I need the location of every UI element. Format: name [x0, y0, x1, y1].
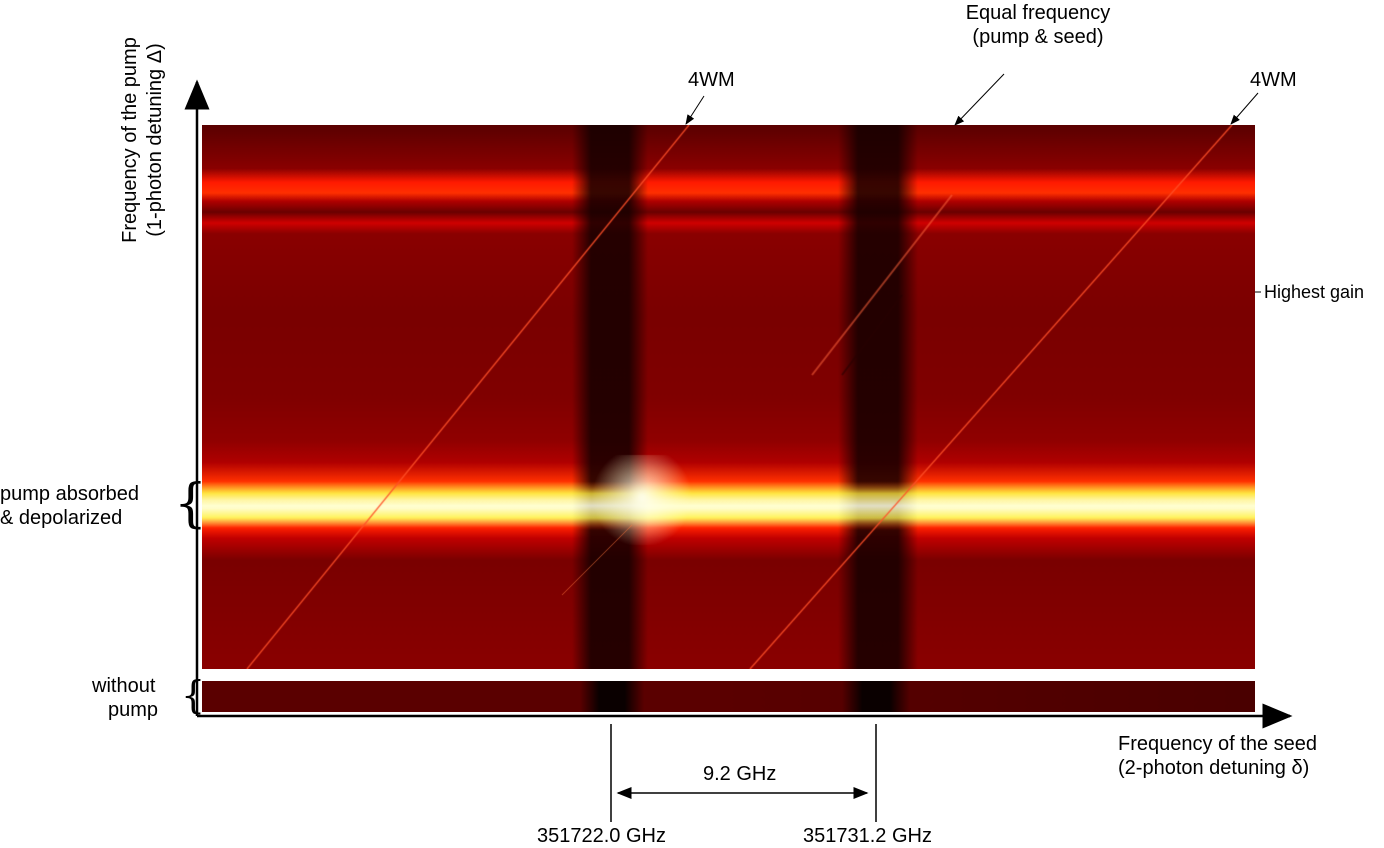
- x-axis-label-line2: (2-photon detuning δ): [1118, 757, 1310, 779]
- separation-label: 9.2 GHz: [703, 763, 777, 785]
- fwm-left-label: 4WM: [688, 69, 735, 91]
- equal-frequency-line2: (pump & seed): [972, 26, 1104, 48]
- fwm-right-pointer: [1230, 92, 1259, 125]
- freq-left-label: 351722.0 GHz: [537, 825, 666, 847]
- x-axis-label-line1: Frequency of the seed: [1118, 733, 1318, 755]
- x-axis-label: Frequency of the seed (2-photon detuning…: [1118, 732, 1317, 780]
- freq-right-label: 351731.2 GHz: [803, 825, 932, 847]
- fwm-left-pointer: [685, 95, 705, 125]
- y-axis-label-line1: Frequency of the pump: [119, 37, 141, 243]
- without-pump-strip: [202, 681, 1255, 712]
- gain-map: [202, 125, 1255, 669]
- pump-absorbed-line2: & depolarized: [0, 507, 123, 529]
- equal-frequency-label: Equal frequency (pump & seed): [948, 1, 1128, 49]
- without-pump-label: without pump: [92, 674, 158, 722]
- pump-absorbed-line1: pump absorbed: [0, 483, 139, 505]
- y-axis-label-line2: (1-photon detuning Δ): [144, 43, 166, 237]
- without-pump-line1: without: [92, 675, 156, 697]
- highest-gain-label: Highest gain: [1264, 282, 1365, 302]
- equal-frequency-pointer: [954, 73, 1005, 126]
- without-pump-line2: pump: [108, 699, 159, 721]
- pump-absorbed-brace: {: [174, 474, 208, 534]
- without-pump-brace: {: [181, 673, 206, 717]
- equal-frequency-line1: Equal frequency: [965, 2, 1111, 24]
- fwm-right-label: 4WM: [1250, 69, 1297, 91]
- pump-absorbed-label: pump absorbed & depolarized: [0, 482, 139, 530]
